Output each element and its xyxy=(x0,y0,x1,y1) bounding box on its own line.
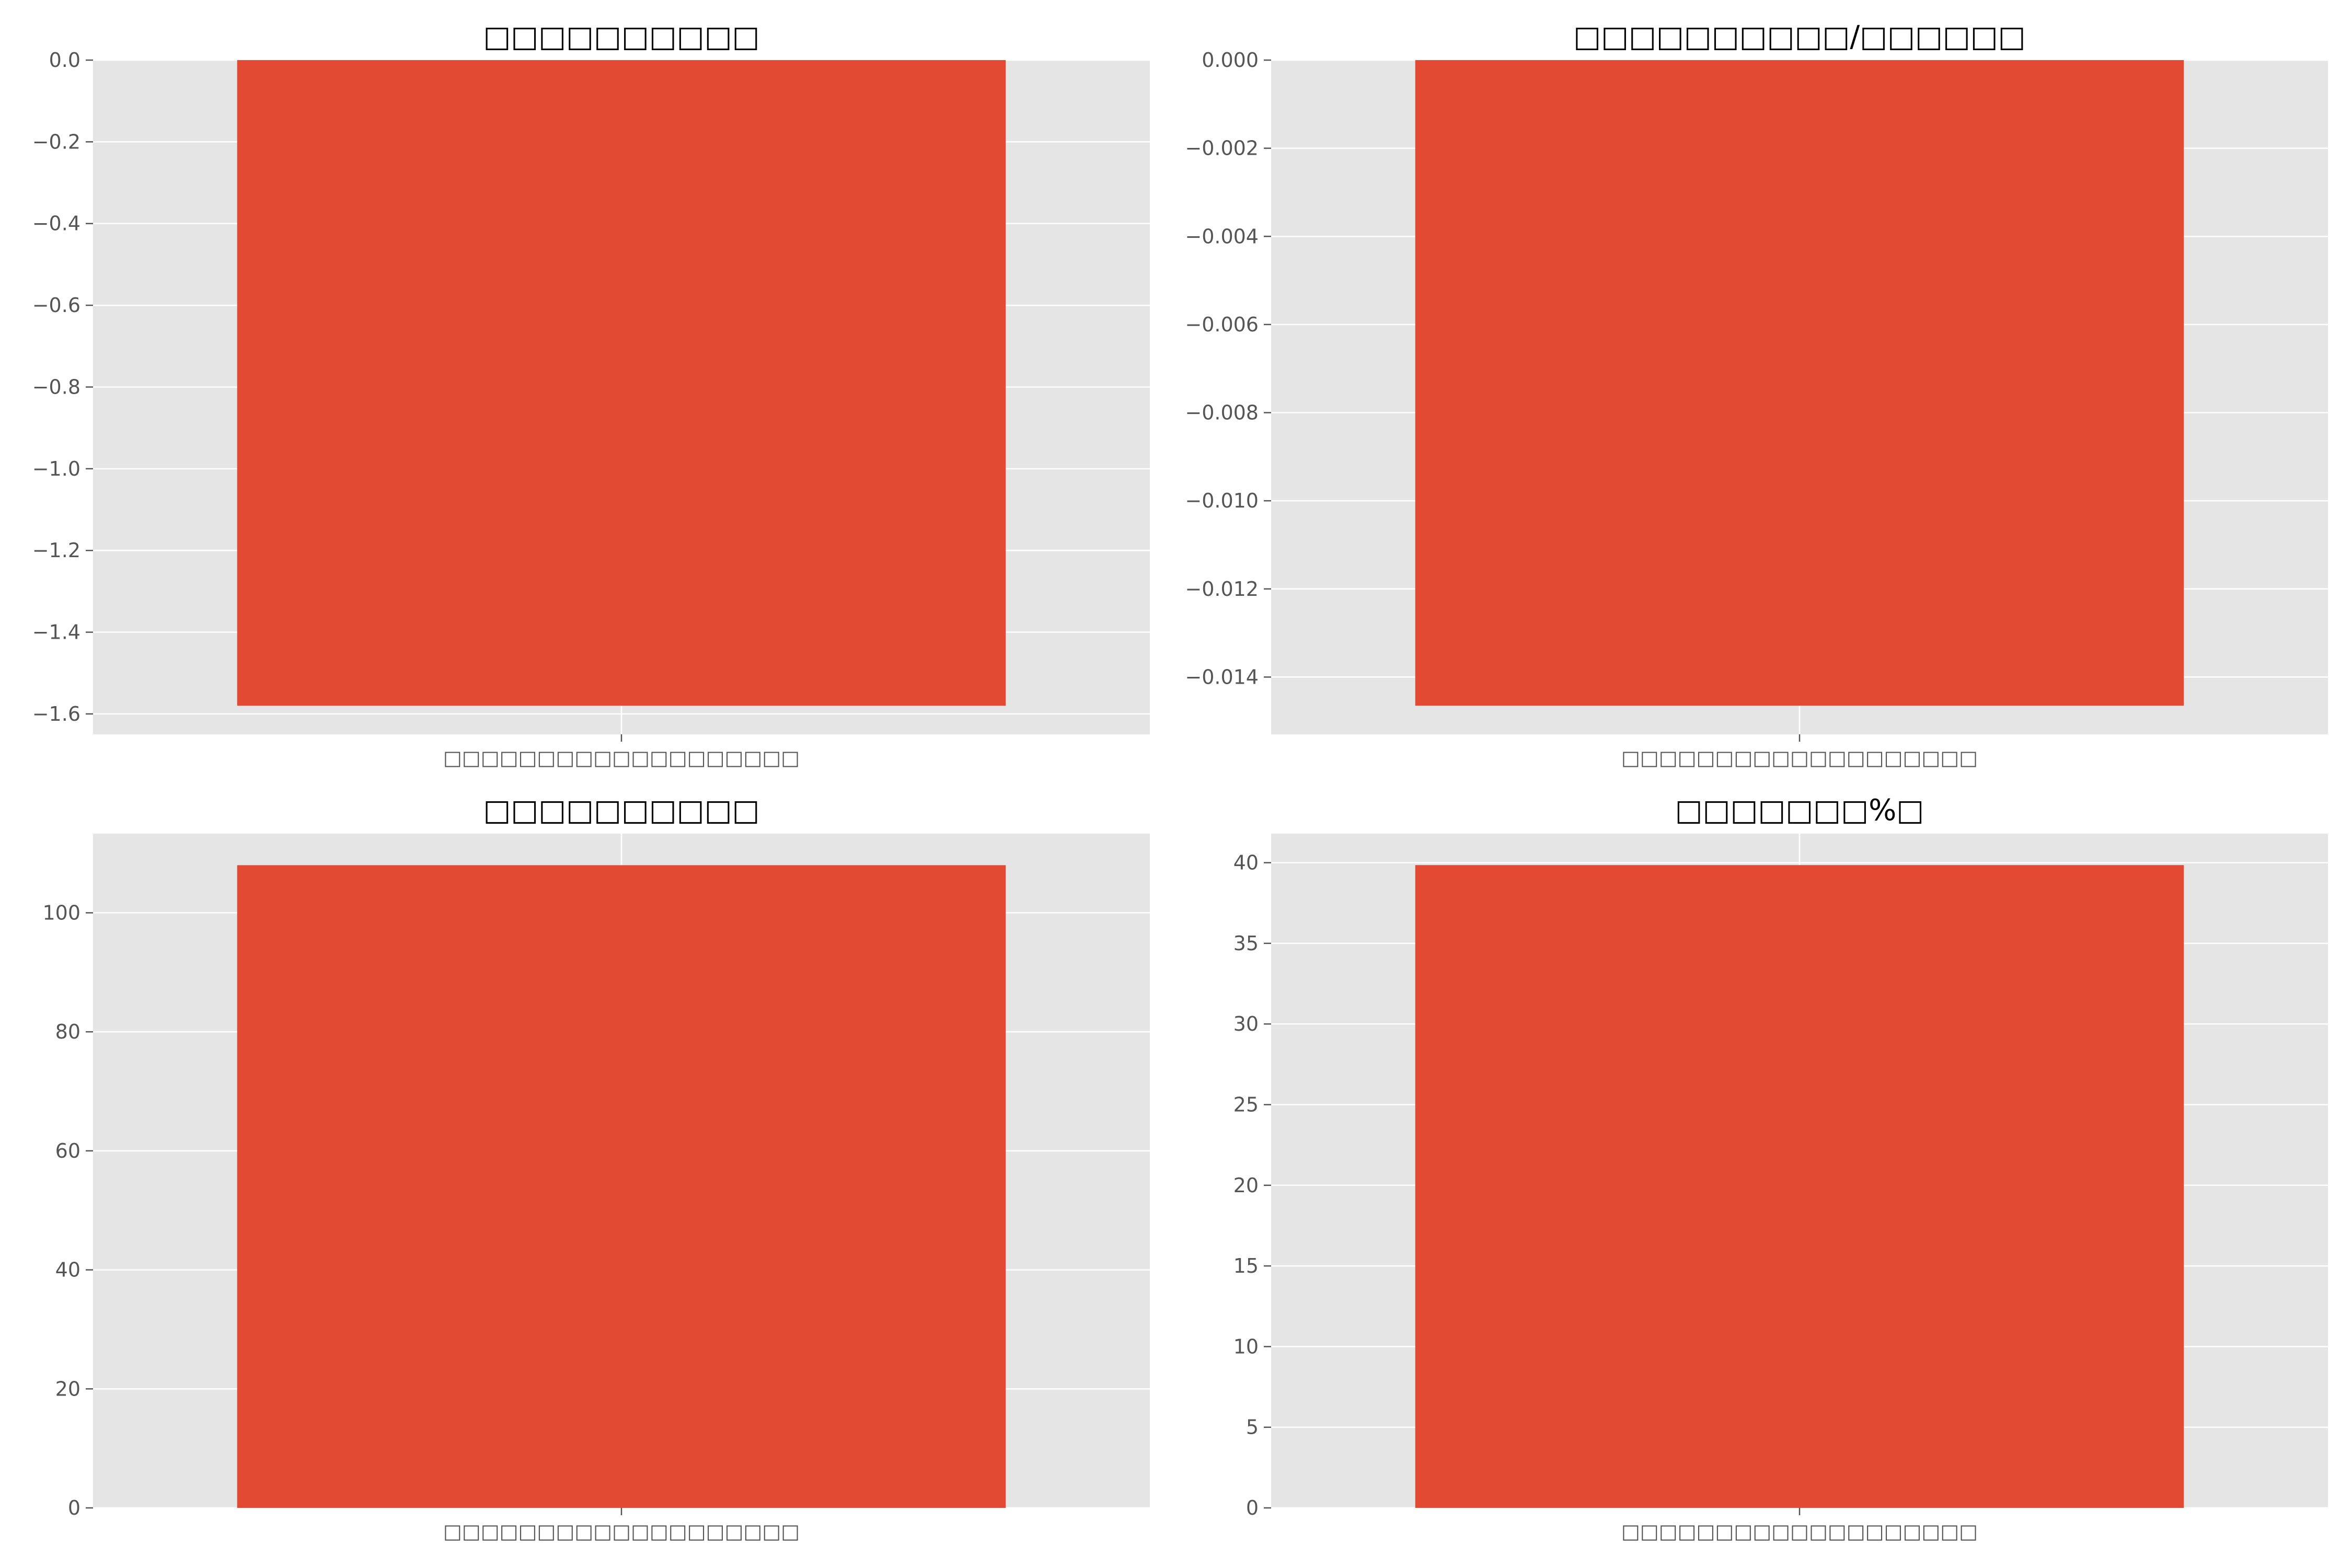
y-tick-label: 20 xyxy=(55,1377,80,1400)
chart-title: □□□□□□□□□□ xyxy=(483,793,759,827)
y-tick-label: 35 xyxy=(1233,932,1259,955)
x-tick-label: □□□□□□□□□□□□□□□□□□□ xyxy=(443,1520,800,1543)
bar xyxy=(237,865,1006,1508)
y-tick-label: 20 xyxy=(1233,1174,1259,1197)
x-tick-label: □□□□□□□□□□□□□□□□□□□ xyxy=(1621,1520,1978,1543)
y-tick-label: −1.0 xyxy=(32,457,80,480)
y-tick-label: 10 xyxy=(1233,1335,1259,1358)
bar xyxy=(1415,865,2184,1508)
y-tick-label: 100 xyxy=(42,901,80,924)
y-tick-label: −0.002 xyxy=(1185,137,1259,160)
y-tick-label: −0.004 xyxy=(1185,225,1259,248)
y-tick-label: 0 xyxy=(68,1496,80,1519)
y-tick-label: 5 xyxy=(1246,1416,1259,1439)
subplot-2: 0.000 −0.002 −0.004 −0.006 −0.008 −0.010 −0.01… xyxy=(1185,20,2328,769)
y-tick-label: 80 xyxy=(55,1020,80,1043)
chart-title: □□□□□□□□□□ xyxy=(483,20,759,54)
y-tick-label: 15 xyxy=(1233,1254,1259,1277)
subplot-3: 020406080100□□□□□□□□□□□□□□□□□□□□□□□□□□□□… xyxy=(42,793,1150,1543)
chart-title: □□□□□□□%□ xyxy=(1675,793,1924,827)
subplot-1: 0.0 −0.2 −0.4 −0.6 −0.8 −1.0 −1.2 −1.4 −1.6 □□□□□… xyxy=(32,20,1150,769)
bar xyxy=(1415,60,2184,706)
y-tick-label: −1.4 xyxy=(32,621,80,644)
x-tick-label: □□□□□□□□□□□□□□□□□□□ xyxy=(1621,746,1978,769)
y-tick-label: −0.8 xyxy=(32,375,80,398)
y-tick-label: 0 xyxy=(1246,1496,1259,1519)
y-tick-label: −1.6 xyxy=(32,702,80,725)
y-tick-label: −0.6 xyxy=(32,294,80,317)
y-tick-label: −0.012 xyxy=(1185,578,1259,601)
y-tick-label: −0.008 xyxy=(1185,401,1259,424)
bar xyxy=(237,60,1006,706)
y-tick-label: 60 xyxy=(55,1139,80,1162)
y-tick-label: 30 xyxy=(1233,1012,1259,1035)
y-tick-label: −0.010 xyxy=(1185,489,1259,512)
y-tick-label: −0.014 xyxy=(1185,665,1259,688)
y-tick-label: 25 xyxy=(1233,1093,1259,1116)
y-tick-label: −0.2 xyxy=(32,130,80,153)
subplot-4: 0 5 10 15 20 25 30 35 40 □□□□□□□□□□□□□□□□□□□ □□□□□… xyxy=(1233,793,2328,1543)
chart-title: □□□□□□□□□□/□□□□□□ xyxy=(1573,20,2025,54)
y-tick-label: 0.0 xyxy=(49,49,80,72)
y-tick-label: −0.4 xyxy=(32,212,80,235)
y-tick-label: 40 xyxy=(1233,851,1259,874)
y-tick-label: −1.2 xyxy=(32,539,80,562)
y-tick-label: 40 xyxy=(55,1259,80,1282)
x-tick-label: □□□□□□□□□□□□□□□□□□□ xyxy=(443,746,800,769)
y-tick-label: −0.006 xyxy=(1185,313,1259,336)
y-tick-label: 0.000 xyxy=(1202,49,1259,72)
